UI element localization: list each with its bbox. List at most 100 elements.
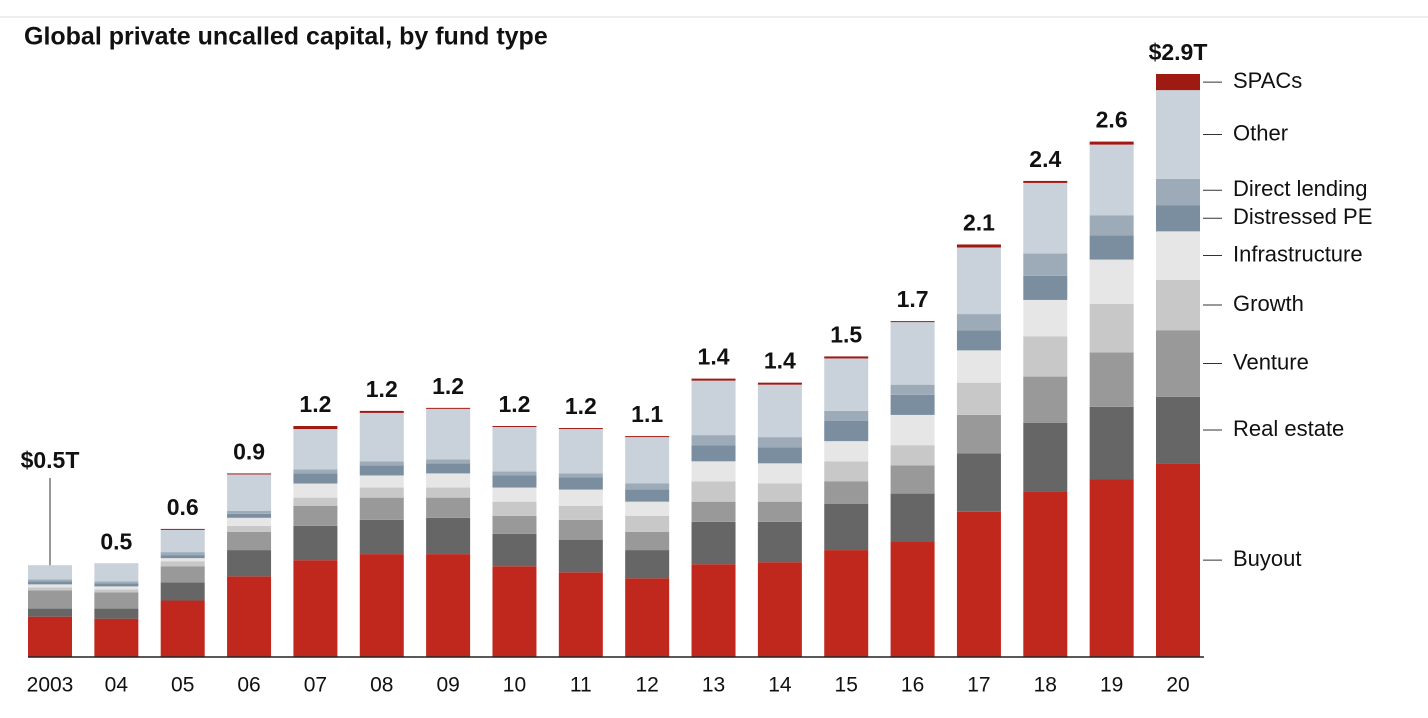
bar-segment: [293, 483, 338, 498]
bar-segment: [558, 477, 603, 490]
bar-segment: [1023, 275, 1068, 300]
x-tick-label: 15: [835, 674, 858, 697]
bar-segment: [890, 465, 935, 494]
total-label: 0.6: [167, 494, 199, 520]
bar-segment: [558, 539, 603, 573]
bar-segment: [956, 247, 1001, 315]
bar-segment: [625, 578, 670, 657]
bar-segment: [691, 521, 736, 565]
bar-segment: [492, 566, 537, 657]
bar-segment: [1089, 259, 1134, 304]
bar-segment: [890, 322, 935, 385]
bar-segment: [691, 564, 736, 657]
bar-segment: [956, 314, 1001, 331]
bar-segment: [558, 429, 603, 474]
x-tick-label: 12: [635, 674, 658, 697]
bar-segment: [293, 469, 338, 474]
bar-segment: [1023, 182, 1068, 254]
bar-segment: [492, 487, 537, 502]
bar-segment: [1023, 491, 1068, 657]
bar-segment: [426, 473, 471, 488]
bar-segment: [160, 555, 205, 559]
legend-label: Venture: [1233, 349, 1309, 374]
x-tick-label: 16: [901, 674, 924, 697]
bar-segment: [956, 244, 1001, 248]
bar-segment: [359, 410, 404, 413]
legend-label: Growth: [1233, 291, 1304, 316]
x-tick-label: 13: [702, 674, 725, 697]
bar-segment: [691, 378, 736, 381]
bar-segment: [890, 542, 935, 657]
bar-segment: [492, 501, 537, 516]
bar-segment: [956, 511, 1001, 657]
bar-segment: [757, 521, 802, 563]
bar-segment: [890, 414, 935, 446]
bar-segment: [558, 428, 603, 430]
bar-segment: [293, 560, 338, 657]
bar-segment: [94, 608, 139, 619]
bar-segment: [824, 550, 869, 657]
bar-segment: [757, 437, 802, 448]
bar-segment: [1023, 180, 1068, 183]
bar-segment: [1089, 235, 1134, 260]
bar-segment: [160, 558, 205, 562]
legend-label: Real estate: [1233, 416, 1344, 441]
bar-segment: [757, 447, 802, 464]
bar-segment: [757, 483, 802, 502]
legend-label: Other: [1233, 120, 1288, 145]
bar-segment: [625, 483, 670, 490]
bar-segment: [890, 445, 935, 466]
total-label: 2.1: [963, 210, 995, 236]
x-tick-label: 05: [171, 674, 194, 697]
total-label: 0.5: [100, 528, 132, 554]
bar-segment: [757, 562, 802, 657]
bar-segment: [691, 380, 736, 436]
bar-segment: [625, 515, 670, 532]
bar-segment: [160, 582, 205, 601]
bar-segment: [558, 505, 603, 520]
total-label: 1.4: [764, 348, 796, 374]
bar-segment: [426, 554, 471, 657]
bar-segment: [1023, 422, 1068, 492]
bar-segment: [359, 412, 404, 462]
total-label: 1.4: [698, 344, 730, 370]
bar-segment: [359, 519, 404, 555]
total-label: 1.5: [830, 322, 862, 348]
bar-segment: [824, 356, 869, 359]
x-tick-label: 10: [503, 674, 526, 697]
bar-segment: [1156, 178, 1200, 206]
bar-segment: [558, 572, 603, 657]
bar-segment: [757, 384, 802, 438]
bar-segment: [359, 554, 404, 657]
bar-segment: [28, 590, 72, 609]
bar-segment: [890, 493, 935, 543]
total-label: 1.2: [299, 391, 331, 417]
total-label: 0.9: [233, 439, 265, 465]
total-label: $0.5T: [21, 447, 80, 473]
bar-segment: [94, 592, 139, 609]
bar-segment: [426, 463, 471, 474]
bar-segment: [426, 459, 471, 464]
bar-segment: [824, 503, 869, 551]
bar-segment: [691, 461, 736, 482]
bar-segment: [956, 414, 1001, 454]
bar-segment: [1156, 205, 1200, 232]
bar-segment: [824, 461, 869, 482]
bar-segment: [824, 420, 869, 442]
legend-label: Distressed PE: [1233, 204, 1372, 229]
bar-segment: [227, 510, 272, 514]
bar-segment: [890, 384, 935, 395]
bar-segment: [691, 481, 736, 502]
bar-segment: [160, 561, 205, 567]
x-tick-label: 2003: [27, 674, 74, 697]
bar-segment: [492, 533, 537, 567]
x-tick-label: 07: [304, 674, 327, 697]
bar-segment: [160, 552, 205, 556]
x-tick-label: 19: [1100, 674, 1123, 697]
total-label: 1.2: [432, 373, 464, 399]
bar-segment: [625, 531, 670, 551]
bar-segment: [227, 473, 272, 475]
bar-segment: [94, 586, 139, 590]
x-tick-label: 18: [1034, 674, 1057, 697]
